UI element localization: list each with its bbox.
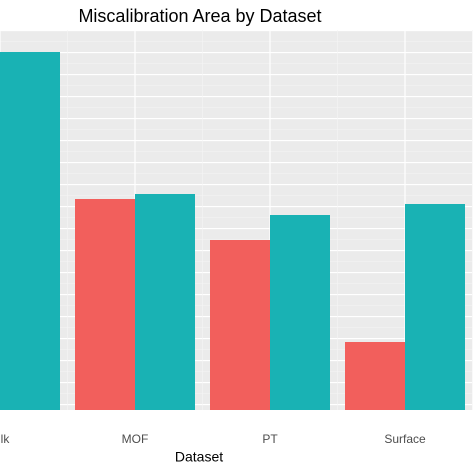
x-tick-label: Surface (384, 432, 426, 446)
x-tick-label: MOF (122, 432, 149, 446)
bar (270, 215, 330, 410)
x-tick-label: lk (1, 432, 11, 446)
bar (210, 240, 270, 410)
chart-title: Miscalibration Area by Dataset (78, 6, 321, 26)
bar (75, 199, 135, 410)
bar (345, 342, 405, 410)
x-tick-label: PT (262, 432, 278, 446)
bars (0, 52, 465, 410)
bar (405, 204, 465, 410)
x-axis-title: Dataset (175, 449, 223, 465)
bar (135, 194, 195, 410)
bar (0, 52, 60, 410)
